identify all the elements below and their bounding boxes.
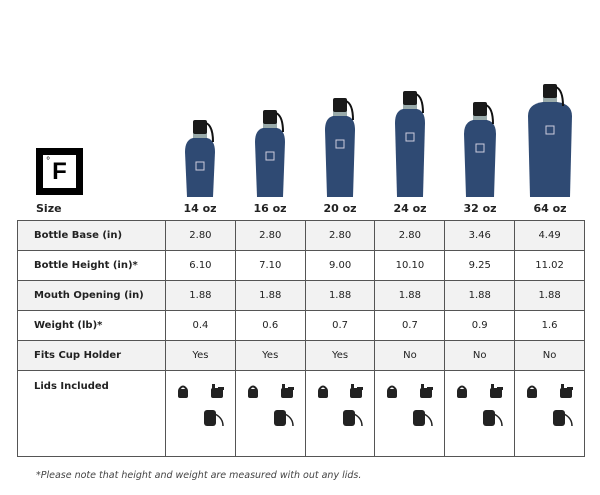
spec-value: 1.6	[514, 310, 585, 341]
spec-value: 1.88	[444, 280, 516, 311]
size-header: 24 oz	[393, 202, 427, 215]
spout-lid-icon	[488, 383, 504, 402]
bottle-image	[255, 110, 285, 197]
bottle-image	[464, 102, 496, 197]
spout-lid-icon	[418, 383, 434, 402]
spec-table: Bottle Base (in) 2.80 2.80 2.80 2.80 3.46 4.49…	[17, 220, 585, 457]
size-header: 64 oz	[533, 202, 567, 215]
spec-value: 1.88	[165, 280, 236, 311]
loop-lid-icon	[455, 383, 469, 402]
spec-value: 9.00	[304, 250, 376, 281]
loop-lid-icon	[316, 383, 330, 402]
spec-value: 11.02	[514, 250, 585, 281]
chug-lid-icon	[203, 410, 225, 431]
spec-value: 0.7	[374, 310, 446, 341]
row-label: Lids Included	[17, 370, 166, 457]
loop-lid-icon	[176, 383, 190, 402]
lids-cell	[234, 370, 306, 457]
row-label: Bottle Base (in)	[17, 220, 166, 251]
spec-value: 10.10	[374, 250, 446, 281]
spec-value: 2.80	[374, 220, 446, 251]
bottle-image	[185, 120, 215, 197]
bottle-image	[395, 91, 425, 197]
spout-lid-icon	[279, 383, 295, 402]
spout-lid-icon	[209, 383, 225, 402]
loop-lid-icon	[246, 383, 260, 402]
spout-lid-icon	[348, 383, 364, 402]
chug-lid-icon	[273, 410, 295, 431]
logo-letter: F	[46, 156, 67, 186]
spec-value: 0.4	[165, 310, 236, 341]
row-label: Mouth Opening (in)	[17, 280, 166, 311]
size-header: 20 oz	[323, 202, 357, 215]
spec-value: 0.6	[234, 310, 306, 341]
spec-row: Weight (lb)* 0.4 0.6 0.7 0.7 0.9 1.6	[17, 310, 585, 341]
chug-lid-icon	[552, 410, 574, 431]
chug-lid-icon	[412, 410, 434, 431]
spec-value: No	[444, 340, 516, 371]
size-header: 14 oz	[183, 202, 217, 215]
spec-row: Bottle Height (in)* 6.10 7.10 9.00 10.10 9.25…	[17, 250, 585, 281]
spec-value: 0.9	[444, 310, 516, 341]
size-header: 16 oz	[253, 202, 287, 215]
spec-value: 3.46	[444, 220, 516, 251]
chug-lid-icon	[342, 410, 364, 431]
bottle-image	[325, 98, 355, 197]
spec-value: 6.10	[165, 250, 236, 281]
lids-cell	[374, 370, 446, 457]
spec-value: No	[514, 340, 585, 371]
spec-row: Mouth Opening (in) 1.88 1.88 1.88 1.88 1.88 1.…	[17, 280, 585, 311]
size-label: Size	[36, 202, 62, 215]
spout-lid-icon	[558, 383, 574, 402]
loop-lid-icon	[385, 383, 399, 402]
spec-value: 0.7	[304, 310, 376, 341]
spec-value: Yes	[234, 340, 306, 371]
spec-value: 1.88	[374, 280, 446, 311]
row-label: Bottle Height (in)*	[17, 250, 166, 281]
chug-lid-icon	[482, 410, 504, 431]
row-label: Weight (lb)*	[17, 310, 166, 341]
size-header: 32 oz	[463, 202, 497, 215]
spec-value: No	[374, 340, 446, 371]
spec-value: Yes	[304, 340, 376, 371]
brand-logo: F	[36, 148, 83, 195]
spec-value: 9.25	[444, 250, 516, 281]
spec-value: 2.80	[234, 220, 306, 251]
spec-value: Yes	[165, 340, 236, 371]
spec-value: 7.10	[234, 250, 306, 281]
spec-row: Fits Cup Holder Yes Yes Yes No No No	[17, 340, 585, 371]
lids-row: Lids Included	[17, 370, 585, 457]
lids-cell	[304, 370, 376, 457]
loop-lid-icon	[525, 383, 539, 402]
spec-value: 1.88	[514, 280, 585, 311]
spec-value: 2.80	[304, 220, 376, 251]
spec-value: 1.88	[234, 280, 306, 311]
footnote: *Please note that height and weight are …	[36, 470, 362, 481]
spec-value: 2.80	[165, 220, 236, 251]
lids-cell	[514, 370, 585, 457]
spec-value: 4.49	[514, 220, 585, 251]
spec-row: Bottle Base (in) 2.80 2.80 2.80 2.80 3.46 4.49	[17, 220, 585, 251]
row-label: Fits Cup Holder	[17, 340, 166, 371]
lids-cell	[165, 370, 236, 457]
spec-value: 1.88	[304, 280, 376, 311]
lids-cell	[444, 370, 516, 457]
bottle-image	[528, 84, 572, 197]
